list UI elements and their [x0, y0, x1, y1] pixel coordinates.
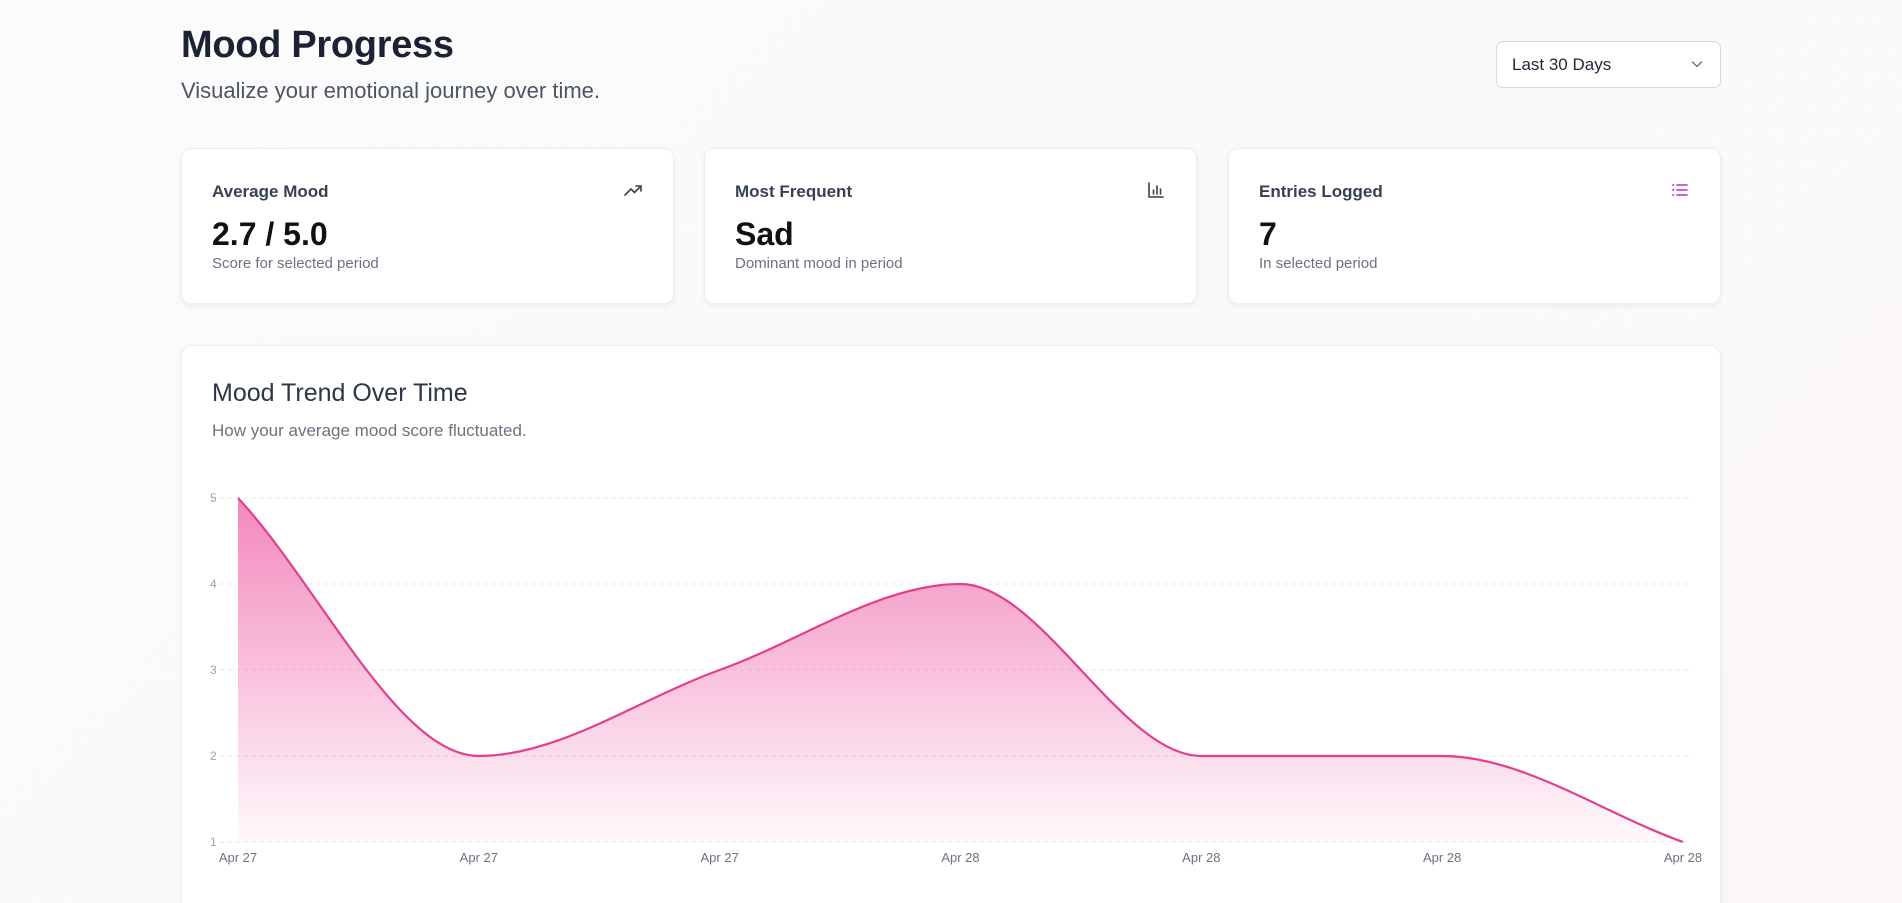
stat-label: Entries Logged — [1259, 182, 1383, 201]
data-point[interactable] — [230, 490, 246, 506]
data-point[interactable] — [471, 748, 487, 764]
stat-card-entries-logged: Entries Logged 7 In selected period — [1228, 148, 1721, 304]
stat-value: 7 — [1259, 216, 1277, 252]
stat-note: Dominant mood in period — [735, 255, 903, 272]
data-point[interactable] — [712, 662, 728, 678]
x-tick-label: Apr 27 — [219, 850, 257, 865]
stats-row: Average Mood 2.7 / 5.0 Score for selecte… — [181, 148, 1721, 304]
stat-card-most-frequent: Most Frequent Sad Dominant mood in perio… — [704, 148, 1197, 304]
stat-value: Sad — [735, 216, 794, 252]
stat-label: Average Mood — [212, 182, 329, 201]
chevron-down-icon — [1691, 61, 1703, 68]
data-point[interactable] — [1193, 748, 1209, 764]
trending-up-icon — [624, 185, 642, 196]
bar-chart-icon — [1148, 182, 1164, 198]
stat-note: In selected period — [1259, 255, 1378, 272]
x-tick-label: Apr 27 — [701, 850, 739, 865]
page-title: Mood Progress — [181, 24, 454, 66]
y-tick-label: 4 — [210, 577, 217, 591]
x-tick-label: Apr 27 — [460, 850, 498, 865]
page-header: Mood Progress Visualize your emotional j… — [181, 22, 1721, 112]
y-tick-label: 2 — [210, 749, 217, 763]
data-point[interactable] — [953, 576, 969, 592]
stat-value: 2.7 / 5.0 — [212, 216, 328, 252]
list-icon — [1672, 184, 1688, 196]
mood-trend-card: Mood Trend Over Time How your average mo… — [181, 345, 1721, 903]
date-range-select[interactable]: Last 30 Days — [1496, 41, 1721, 88]
stat-label: Most Frequent — [735, 182, 853, 201]
y-tick-label: 1 — [210, 835, 217, 849]
chart-title: Mood Trend Over Time — [212, 379, 468, 407]
stat-card-average-mood: Average Mood 2.7 / 5.0 Score for selecte… — [181, 148, 674, 304]
x-tick-label: Apr 28 — [941, 850, 979, 865]
y-tick-label: 5 — [210, 491, 217, 505]
stat-note: Score for selected period — [212, 255, 379, 272]
data-point[interactable] — [1675, 834, 1691, 850]
x-tick-label: Apr 28 — [1182, 850, 1220, 865]
date-range-value: Last 30 Days — [1512, 54, 1612, 74]
mood-trend-chart: 1 2 3 4 5 Apr 27 Apr 27 Apr 27 Apr 28 Apr 28 Apr … — [210, 490, 1702, 865]
data-point[interactable] — [1434, 748, 1450, 764]
mood-trend-line — [237, 497, 1684, 844]
mood-progress-page: Mood Progress Visualize your emotional j… — [181, 0, 1721, 903]
x-tick-label: Apr 28 — [1664, 850, 1702, 865]
page-subtitle: Visualize your emotional journey over ti… — [181, 78, 601, 103]
chart-subtitle: How your average mood score fluctuated. — [212, 421, 527, 440]
x-tick-label: Apr 28 — [1423, 850, 1461, 865]
y-tick-label: 3 — [210, 663, 217, 677]
